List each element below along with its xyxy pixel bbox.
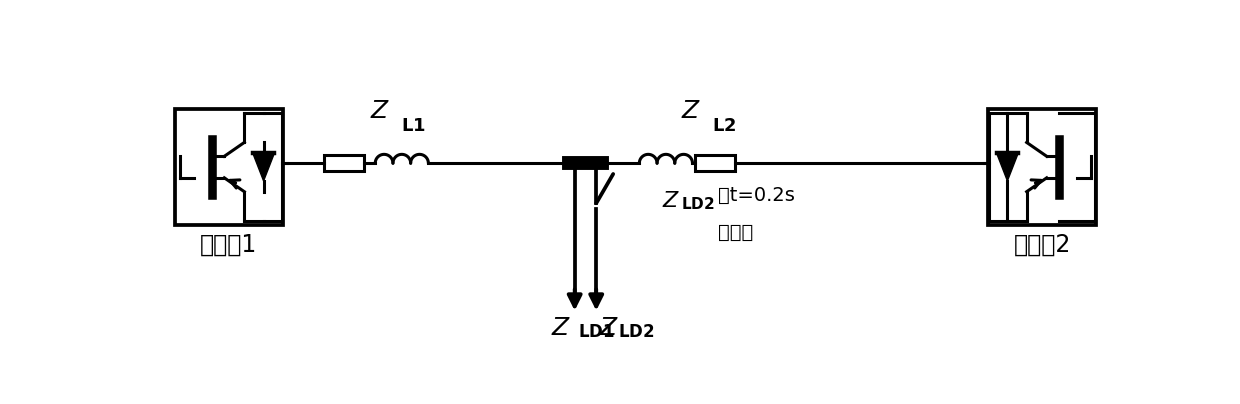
Text: 时投入: 时投入 <box>718 223 753 242</box>
Text: $\mathregular{LD2}$: $\mathregular{LD2}$ <box>618 323 655 341</box>
Text: 逆变器2: 逆变器2 <box>1013 233 1071 257</box>
Bar <box>694 155 735 171</box>
Text: $Z$: $Z$ <box>551 316 570 340</box>
Bar <box>175 109 283 225</box>
Bar <box>324 155 363 171</box>
Text: 在t=0.2s: 在t=0.2s <box>718 186 795 205</box>
Text: $Z$: $Z$ <box>681 99 701 123</box>
Polygon shape <box>253 153 274 181</box>
Text: $Z$: $Z$ <box>370 99 389 123</box>
Text: $\mathregular{L1}$: $\mathregular{L1}$ <box>402 118 427 135</box>
Polygon shape <box>997 153 1018 181</box>
Text: $\mathregular{L2}$: $\mathregular{L2}$ <box>713 118 737 135</box>
Text: $\mathregular{LD1}$: $\mathregular{LD1}$ <box>578 323 615 341</box>
Text: $Z$: $Z$ <box>662 190 681 212</box>
Text: $Z$: $Z$ <box>599 316 620 340</box>
Bar <box>988 109 1096 225</box>
Text: $\mathregular{LD2}$: $\mathregular{LD2}$ <box>681 196 714 213</box>
Text: 逆变器1: 逆变器1 <box>201 233 258 257</box>
